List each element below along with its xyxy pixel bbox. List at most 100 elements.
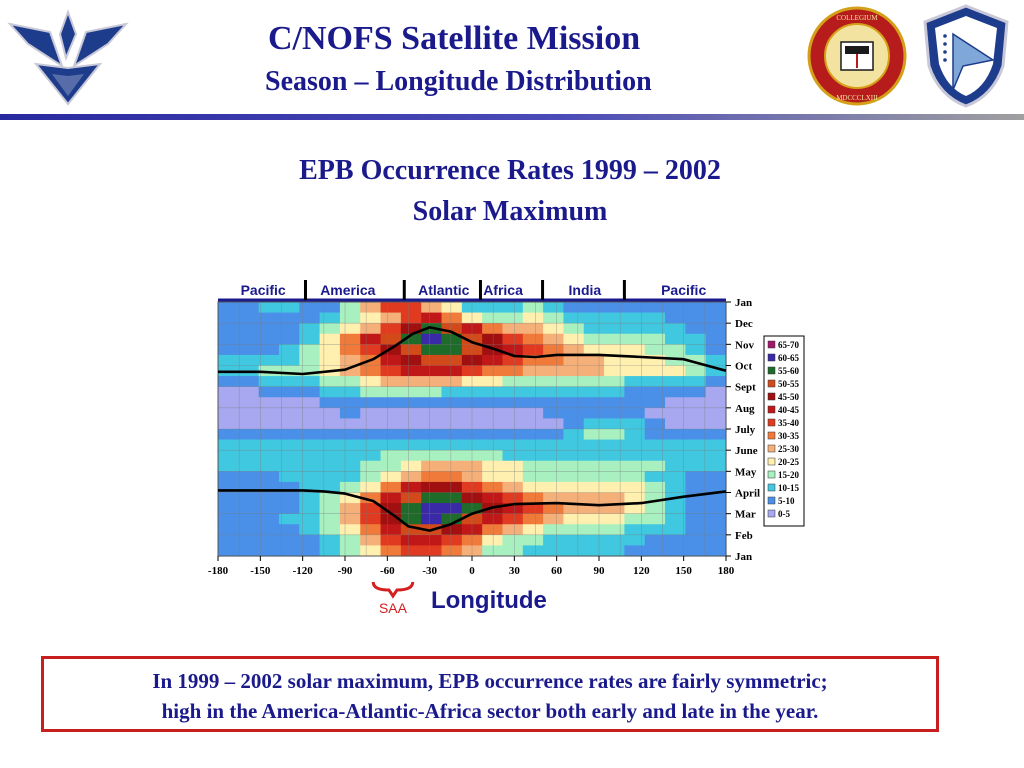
heatmap-cell — [604, 503, 625, 515]
heatmap-cell — [380, 513, 402, 525]
heatmap-cell — [299, 386, 321, 398]
heatmap-cell — [583, 481, 605, 494]
heatmap-cell — [299, 492, 321, 504]
heatmap-cell — [604, 492, 625, 504]
heatmap-cell — [705, 524, 727, 536]
heatmap-cell — [705, 471, 727, 483]
heatmap-cell — [421, 534, 443, 547]
heatmap-cell — [543, 344, 565, 356]
heatmap-cell — [339, 418, 361, 430]
heatmap-cell — [400, 312, 422, 324]
heatmap-cell — [583, 492, 605, 504]
heatmap-cell — [421, 545, 443, 557]
legend-label: 30-35 — [778, 431, 799, 441]
heatmap-cell — [705, 344, 727, 356]
heatmap-cell — [238, 471, 260, 483]
heatmap-cell — [543, 513, 565, 525]
heatmap-cell — [400, 302, 422, 314]
heatmap-cell — [299, 513, 321, 525]
heatmap-cell — [258, 492, 280, 504]
heatmap-cell — [522, 503, 544, 515]
y-tick-label: Jan — [735, 551, 752, 563]
heatmap-cell — [380, 439, 402, 451]
legend-swatch — [767, 418, 776, 427]
legend-label: 55-60 — [778, 366, 799, 376]
heatmap-cell — [604, 302, 625, 314]
legend-swatch — [767, 444, 776, 453]
heatmap-cell — [380, 492, 402, 504]
heatmap-cell — [604, 365, 625, 377]
heatmap-cell — [685, 450, 707, 462]
heatmap-cell — [258, 354, 280, 367]
seal-text-top: COLLEGIUM — [836, 14, 878, 22]
heatmap-cell — [705, 460, 727, 472]
heatmap-cell — [258, 450, 280, 462]
heatmap-cell — [502, 492, 524, 504]
heatmap-cell — [563, 312, 585, 324]
heatmap-cell — [522, 418, 544, 430]
boston-college-seal-icon: COLLEGIUM MDCCCLXIII — [807, 6, 907, 106]
heatmap-cell — [339, 397, 361, 409]
heatmap-cell — [258, 302, 280, 314]
heatmap-cell — [339, 302, 361, 314]
heatmap-cell — [583, 407, 605, 420]
legend-swatch — [767, 431, 776, 440]
heatmap-cell — [502, 302, 524, 314]
heatmap-cell — [218, 323, 239, 335]
heatmap-cell — [705, 312, 727, 324]
heatmap-cell — [705, 513, 727, 525]
heatmap-cell — [644, 492, 666, 504]
heatmap-cell — [604, 354, 625, 367]
heatmap-cell — [583, 471, 605, 483]
heatmap-cell — [360, 492, 382, 504]
heatmap-cell — [563, 439, 585, 451]
heatmap-cell — [360, 302, 382, 314]
heatmap-cell — [522, 492, 544, 504]
afrl-shield-icon — [923, 4, 1009, 108]
heatmap-cell — [563, 397, 585, 409]
heatmap-cell — [522, 344, 544, 356]
heatmap-cell — [502, 545, 524, 557]
heatmap-cell — [482, 407, 504, 420]
heatmap-cell — [421, 439, 443, 451]
heatmap-cell — [380, 429, 402, 441]
heatmap-cell — [339, 333, 361, 345]
heatmap-cell — [583, 386, 605, 398]
heatmap-cell — [299, 365, 321, 377]
heatmap-cell — [482, 397, 504, 409]
heatmap-cell — [624, 312, 646, 324]
heatmap-cell — [380, 534, 402, 547]
heatmap-cell — [360, 545, 382, 557]
y-tick-label: Mar — [735, 509, 756, 521]
heatmap-cell — [441, 429, 463, 441]
heatmap-cell — [380, 503, 402, 515]
x-tick-label: 30 — [509, 565, 521, 577]
heatmap-cell — [400, 397, 422, 409]
heatmap-cell — [421, 397, 443, 409]
heatmap-cell — [685, 481, 707, 494]
heatmap-cell — [319, 302, 341, 314]
x-tick-label: 0 — [469, 565, 475, 577]
heatmap-cell — [624, 534, 646, 547]
heatmap-cell — [258, 439, 280, 451]
heatmap-cell — [278, 302, 300, 314]
y-tick-label: July — [735, 424, 756, 436]
legend-swatch — [767, 379, 776, 388]
heatmap-cell — [543, 365, 565, 377]
heatmap-cell — [583, 545, 605, 557]
heatmap-cell — [685, 429, 707, 441]
heatmap-cell — [441, 492, 463, 504]
heatmap-cell — [278, 407, 300, 420]
heatmap-cell — [339, 376, 361, 388]
heatmap-cell — [441, 354, 463, 367]
heatmap-cell — [522, 333, 544, 345]
heatmap-cell — [400, 386, 422, 398]
heatmap-cell — [319, 503, 341, 515]
heatmap-cell — [482, 481, 504, 494]
heatmap-cell — [299, 354, 321, 367]
heatmap-cell — [644, 534, 666, 547]
legend-swatch — [767, 470, 776, 479]
sector-separator — [478, 280, 482, 300]
heatmap-cell — [299, 545, 321, 557]
heatmap-cell — [543, 333, 565, 345]
